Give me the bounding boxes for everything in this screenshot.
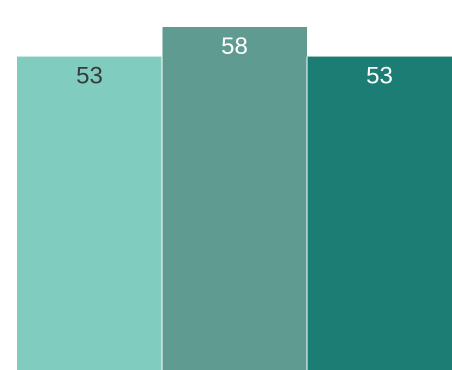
bar-3 [307, 56, 452, 370]
data-label-3: 53 [366, 63, 393, 90]
bar-1 [17, 56, 162, 370]
bar-2 [162, 27, 307, 370]
bars-group [17, 27, 452, 370]
data-label-1: 53 [76, 63, 103, 90]
data-label-2: 58 [221, 33, 248, 60]
value-labels-group: 53 58 53 [76, 33, 393, 90]
